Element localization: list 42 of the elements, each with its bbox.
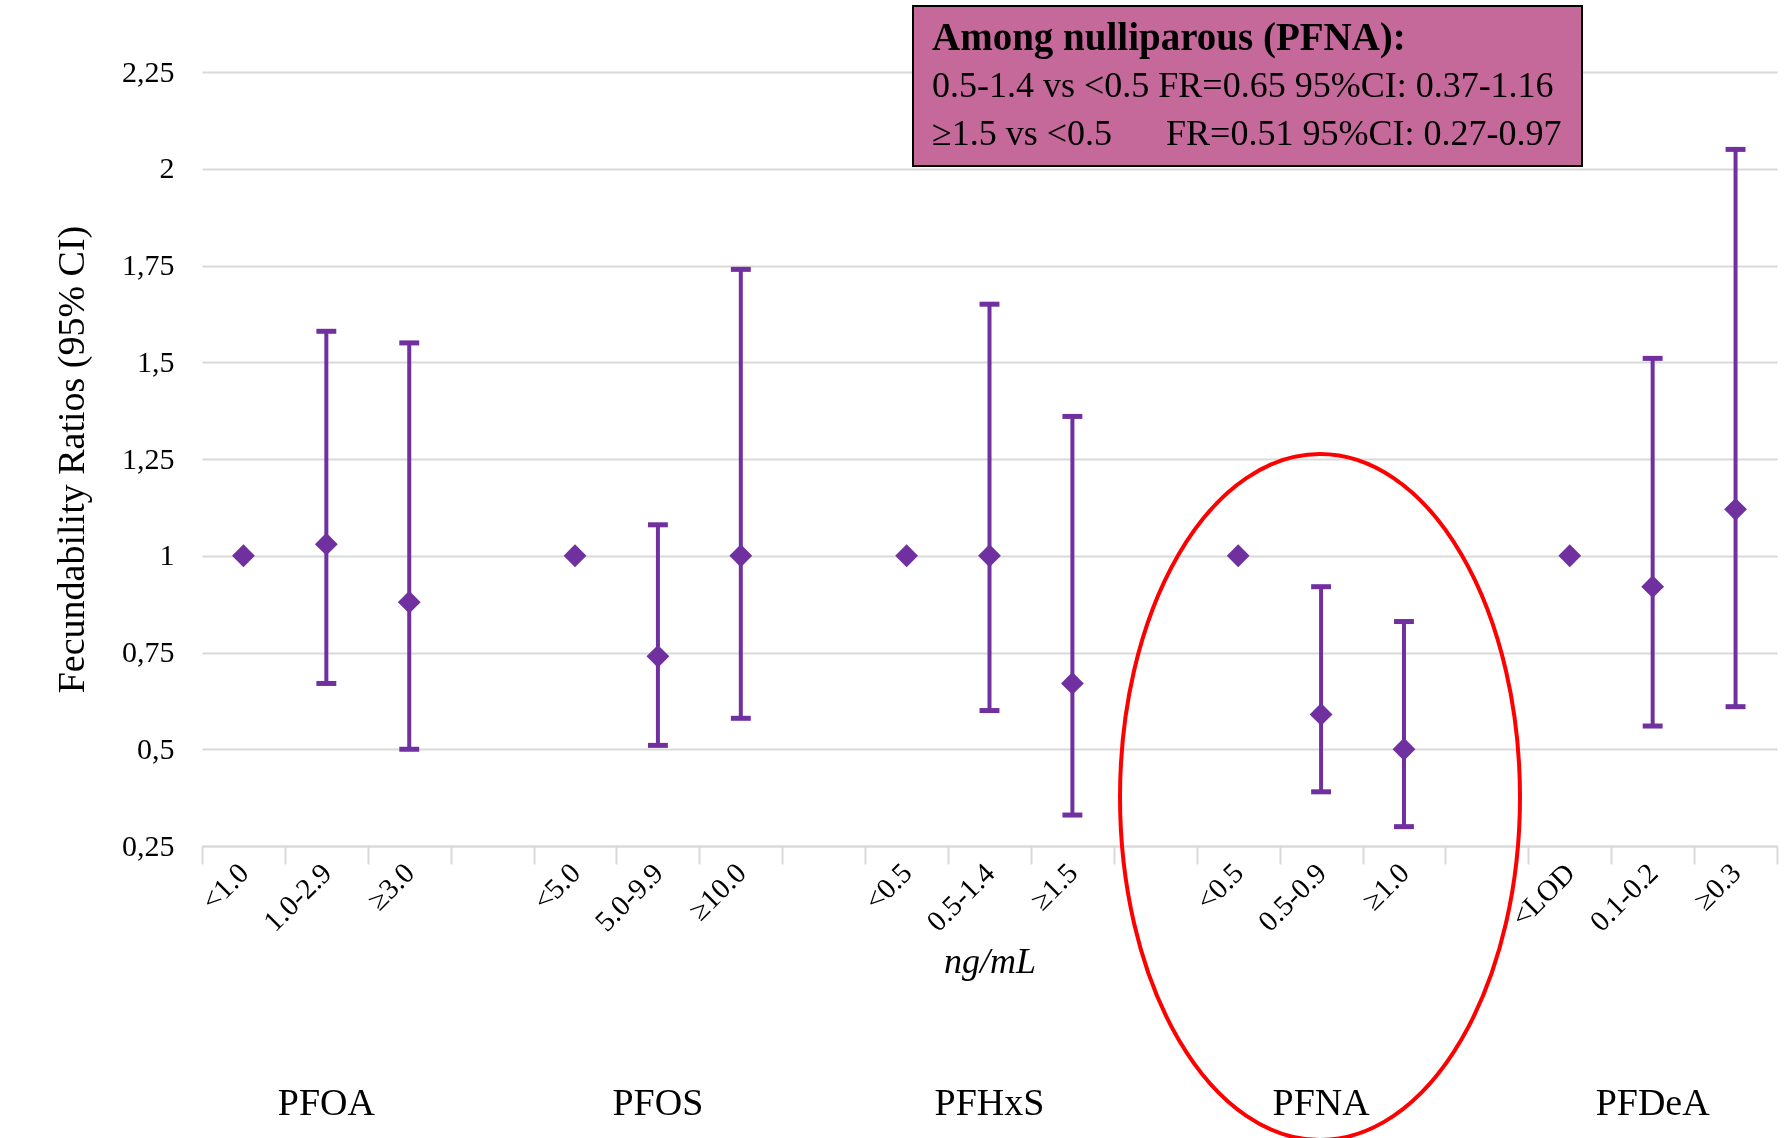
point [563, 544, 587, 568]
x-tick-label: <5.0 [526, 856, 587, 917]
text: Among nulliparous (PFNA): [932, 14, 1407, 61]
annotation: ≥1.5 vs <0.5 FR=0.51 95%CI: 0.27-0.97 [932, 112, 1562, 155]
point [397, 590, 421, 614]
y-tick-label: 1 [159, 538, 175, 572]
y-tick-label: 0,75 [122, 635, 175, 668]
point [1724, 497, 1747, 521]
point [978, 544, 1001, 568]
point [1641, 575, 1665, 599]
text: PFDeA [1595, 1080, 1710, 1124]
y-tick-label: 0,5 [137, 731, 175, 765]
x-tick-label: ≥0.3 [1687, 856, 1747, 916]
point [729, 544, 753, 568]
point [646, 644, 670, 668]
point [1309, 703, 1333, 726]
text: PFHxS [934, 1080, 1045, 1124]
x-axis-title: ng/mL [943, 941, 1037, 982]
point [1226, 544, 1250, 568]
point [1392, 737, 1416, 761]
x-tick-label: <0.5 [857, 856, 918, 917]
x-tick-label: ≥1.5 [1023, 856, 1084, 916]
y-tick-label: 2,25 [122, 54, 175, 88]
text: PFOS [612, 1080, 704, 1124]
y-tick-label: 1,75 [122, 248, 175, 281]
y-axis-title: Fecundability Ratios (95% CI) [50, 225, 93, 694]
y-tick-label: 0,25 [122, 828, 175, 862]
x-tick-label: ≥1.0 [1355, 856, 1416, 916]
x-tick-label: <0.5 [1189, 856, 1250, 917]
point [1558, 544, 1582, 568]
point [895, 544, 919, 568]
x-tick-label: ≥3.0 [360, 856, 421, 916]
point [232, 544, 255, 568]
text: PFNA [1272, 1080, 1370, 1124]
annotation: 0.5-1.4 vs <0.5 FR=0.65 95%CI: 0.37-1.16 [932, 64, 1555, 107]
x-tick-label: <1.0 [194, 856, 255, 917]
y-tick-label: 1,5 [137, 344, 175, 378]
point [1060, 672, 1084, 695]
text: PFOA [277, 1080, 375, 1124]
y-tick-label: 2 [159, 151, 175, 185]
point [314, 532, 338, 556]
y-tick-label: 1,25 [122, 441, 175, 475]
